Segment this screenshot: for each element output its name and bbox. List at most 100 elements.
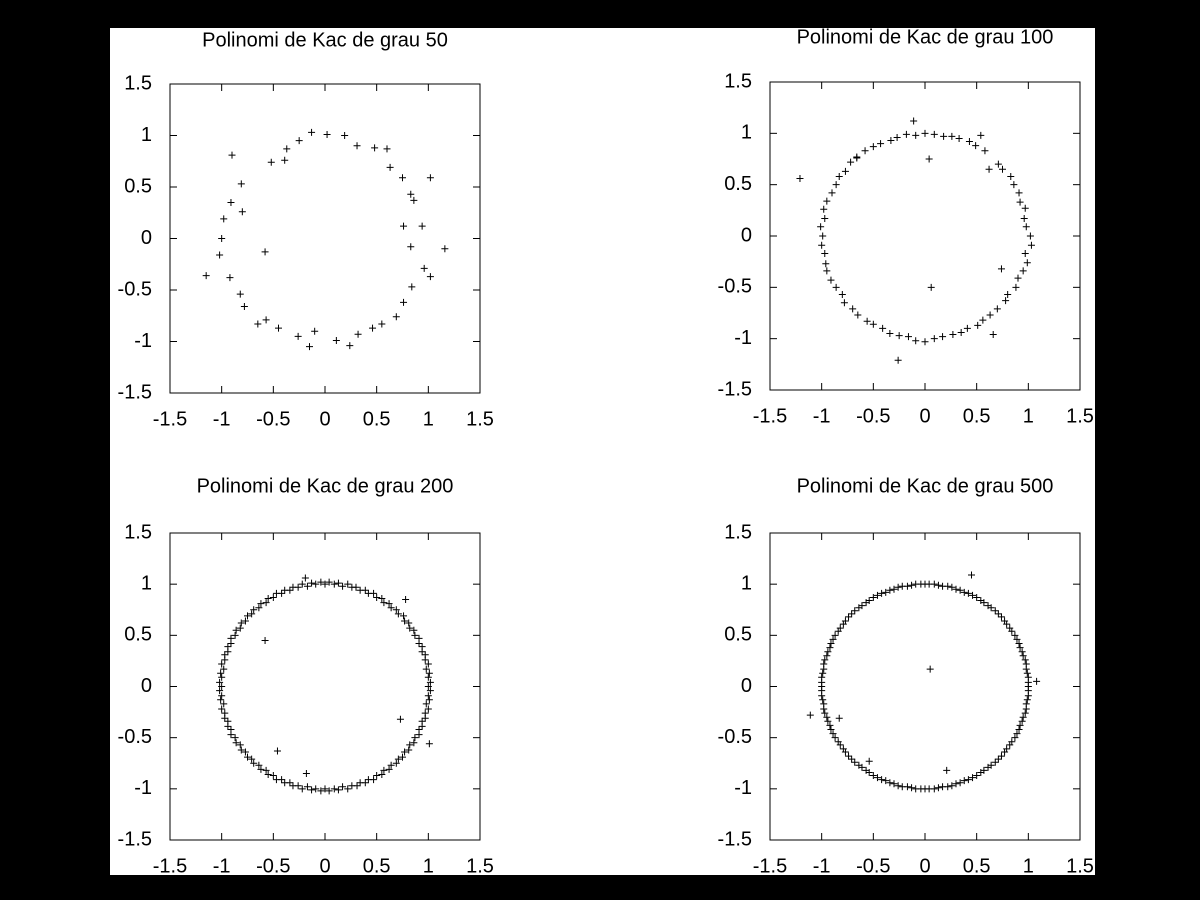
y-tick-label: 1 <box>141 124 152 146</box>
point <box>1023 669 1031 677</box>
x-tick-label: 1 <box>423 408 434 430</box>
point <box>926 665 934 673</box>
point <box>894 782 902 790</box>
point <box>956 779 964 787</box>
point <box>832 283 840 291</box>
point <box>984 602 992 610</box>
point <box>835 714 843 722</box>
point <box>977 597 985 605</box>
y-tick-label: 1 <box>741 572 752 594</box>
y-tick-label: -1 <box>734 327 752 349</box>
point <box>370 776 378 784</box>
point <box>908 581 916 589</box>
point <box>250 606 258 614</box>
point <box>994 610 1002 618</box>
point <box>424 683 432 690</box>
point <box>1033 677 1041 685</box>
point <box>406 741 414 749</box>
point <box>979 316 987 324</box>
point <box>308 786 316 794</box>
point <box>312 580 320 588</box>
point <box>272 589 280 597</box>
x-tick-label: -1 <box>213 855 231 877</box>
point <box>334 579 342 587</box>
point <box>217 669 225 677</box>
point <box>228 151 236 159</box>
point <box>869 320 877 328</box>
point <box>218 673 226 681</box>
point <box>402 596 410 604</box>
y-tick-label: 0 <box>141 227 152 249</box>
y-tick-label: -1 <box>134 330 152 352</box>
point <box>218 235 226 242</box>
point <box>1024 687 1032 695</box>
y-tick-label: 0.5 <box>724 173 752 195</box>
point <box>948 583 956 591</box>
point <box>839 620 847 628</box>
point <box>334 786 342 794</box>
point <box>424 705 432 713</box>
point <box>202 272 210 280</box>
point <box>1021 709 1029 717</box>
point <box>912 337 920 345</box>
y-tick-label: -0.5 <box>118 726 152 748</box>
point <box>849 305 857 313</box>
point <box>354 330 362 338</box>
point <box>819 669 827 677</box>
y-tick-label: -1.5 <box>118 381 152 403</box>
point <box>831 734 839 742</box>
point <box>421 651 429 659</box>
point <box>964 589 972 597</box>
point <box>411 734 419 742</box>
point <box>878 776 886 784</box>
point <box>392 313 400 321</box>
point <box>1023 696 1031 704</box>
x-tick-label: 1.5 <box>466 855 494 877</box>
point <box>861 147 869 155</box>
point <box>989 331 997 339</box>
point <box>904 333 912 341</box>
point <box>886 779 894 787</box>
point <box>824 717 832 725</box>
point <box>934 784 942 792</box>
x-tick-label: -1 <box>813 405 831 427</box>
point <box>425 669 433 677</box>
point <box>370 589 378 597</box>
point <box>371 144 379 152</box>
x-tick-label: 0 <box>319 855 330 877</box>
point <box>878 589 886 597</box>
point <box>418 722 426 730</box>
point <box>964 776 972 784</box>
point <box>387 761 395 769</box>
point <box>974 321 982 329</box>
point <box>819 232 827 240</box>
y-tick-label: 1 <box>141 572 152 594</box>
point <box>369 324 377 332</box>
point <box>1022 660 1030 668</box>
point <box>908 784 916 792</box>
point <box>873 774 881 782</box>
point <box>237 746 245 754</box>
point <box>353 142 361 150</box>
point <box>1019 652 1027 660</box>
x-tick-label: 1 <box>1023 855 1034 877</box>
point <box>948 132 956 140</box>
point <box>408 283 416 291</box>
point <box>353 782 361 790</box>
point <box>838 291 846 299</box>
point <box>1013 635 1021 643</box>
point <box>1015 725 1023 733</box>
point <box>255 761 263 769</box>
point <box>344 785 352 793</box>
y-tick-label: -1 <box>134 777 152 799</box>
point <box>963 324 971 332</box>
point <box>298 785 306 793</box>
point <box>255 604 263 612</box>
y-tick-label: 0.5 <box>124 175 152 197</box>
point <box>822 260 830 268</box>
point <box>1016 721 1024 729</box>
point <box>217 696 225 704</box>
y-tick-label: 1 <box>741 122 752 144</box>
point <box>994 755 1002 763</box>
